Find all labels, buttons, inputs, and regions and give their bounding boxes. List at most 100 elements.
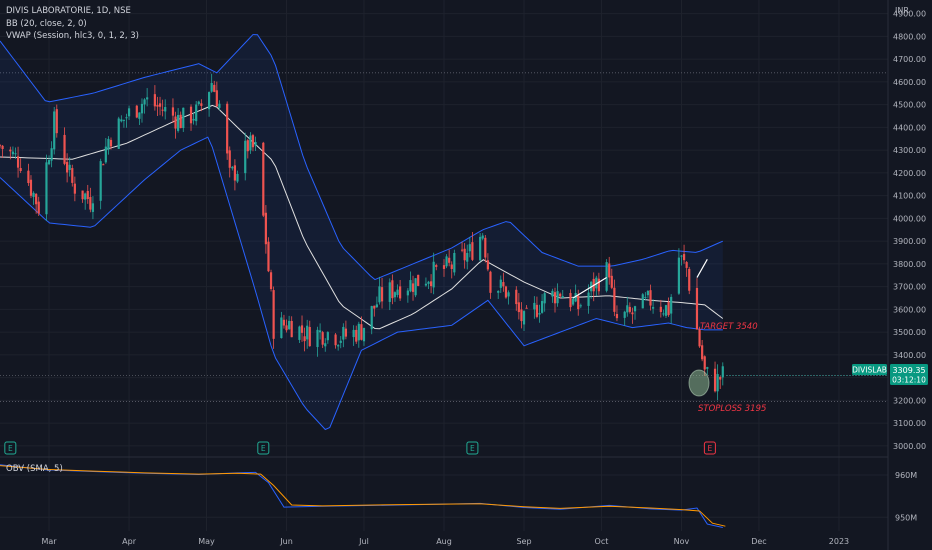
candle-down bbox=[35, 193, 38, 205]
y-tick-label: 3500.00 bbox=[893, 328, 926, 337]
candle-up bbox=[324, 343, 327, 347]
candle-up bbox=[393, 292, 397, 298]
symbol-title[interactable]: DIVIS LABORATORIE, 1D, NSE bbox=[6, 6, 131, 16]
candle-down bbox=[577, 295, 580, 310]
candle-down bbox=[713, 368, 717, 392]
candle-up bbox=[633, 306, 637, 312]
candle-up bbox=[522, 311, 526, 325]
obv-legend[interactable]: OBV (SMA, 5) bbox=[6, 464, 63, 474]
candle-up bbox=[664, 305, 668, 316]
candle-down bbox=[615, 314, 619, 319]
candle-up bbox=[357, 323, 360, 341]
candle-up bbox=[91, 203, 95, 212]
candle-up bbox=[120, 119, 123, 122]
candle-down bbox=[19, 168, 22, 172]
y-tick-label: 4600.00 bbox=[893, 78, 926, 87]
candle-up bbox=[481, 235, 484, 239]
candle-down bbox=[9, 149, 12, 152]
candle-up bbox=[197, 101, 200, 105]
candle-down bbox=[504, 286, 508, 298]
candle-up bbox=[127, 108, 131, 117]
candle-up bbox=[298, 326, 301, 340]
candle-up bbox=[210, 82, 213, 92]
candle-down bbox=[667, 301, 670, 316]
bollinger-upper-line bbox=[0, 34, 723, 281]
candle-up bbox=[218, 103, 221, 108]
candle-up bbox=[499, 279, 502, 288]
candle-up bbox=[362, 327, 366, 342]
candle-down bbox=[463, 248, 466, 261]
candle-up bbox=[662, 313, 665, 315]
candle-down bbox=[213, 84, 216, 92]
candle-down bbox=[471, 242, 474, 260]
y-tick-label: 3900.00 bbox=[893, 237, 926, 246]
candle-up bbox=[651, 307, 655, 309]
candle-down bbox=[360, 324, 363, 340]
vwap-segment bbox=[572, 277, 607, 299]
obv-line bbox=[0, 464, 723, 528]
candle-up bbox=[207, 92, 211, 110]
candle-up bbox=[143, 99, 146, 105]
vwap-lines bbox=[572, 259, 708, 299]
candle-up bbox=[316, 329, 319, 348]
candle-up bbox=[587, 292, 590, 306]
y-tick-label: 4500.00 bbox=[893, 101, 926, 110]
candle-down bbox=[525, 307, 528, 309]
candle-up bbox=[641, 294, 644, 309]
candle-up bbox=[623, 311, 626, 318]
candle-down bbox=[489, 271, 492, 293]
candle-down bbox=[290, 320, 293, 338]
candle-up bbox=[45, 162, 48, 215]
candle-down bbox=[698, 329, 701, 347]
candle-up bbox=[574, 293, 577, 302]
candle-down bbox=[701, 345, 704, 360]
candle-down bbox=[502, 282, 505, 287]
candle-down bbox=[486, 260, 489, 270]
candle-up bbox=[337, 345, 340, 347]
candle-down bbox=[16, 156, 20, 168]
indicator-legend: DIVIS LABORATORIE, 1D, NSE BB (20, close… bbox=[6, 5, 139, 43]
candle-up bbox=[231, 166, 234, 169]
candle-down bbox=[71, 168, 74, 183]
candle-down bbox=[520, 309, 523, 322]
candle-down bbox=[435, 265, 438, 267]
x-tick-label: Mar bbox=[41, 537, 57, 546]
bb-legend[interactable]: BB (20, close, 2, 0) bbox=[6, 18, 87, 29]
candle-up bbox=[561, 296, 564, 298]
x-tick-label: Dec bbox=[751, 537, 766, 546]
bollinger-fill bbox=[0, 34, 723, 430]
candle-down bbox=[267, 241, 270, 272]
candle-up bbox=[571, 298, 575, 305]
candle-down bbox=[264, 212, 267, 245]
candle-up bbox=[721, 366, 724, 378]
candle-up bbox=[644, 296, 647, 298]
candle-up bbox=[595, 277, 598, 289]
candle-down bbox=[613, 287, 616, 312]
y-tick-label: 4900.00 bbox=[893, 10, 926, 19]
price-badge-box bbox=[890, 364, 928, 385]
candle-down bbox=[559, 293, 562, 297]
y-tick-label: 3200.00 bbox=[893, 396, 926, 405]
candle-down bbox=[66, 162, 69, 173]
earnings-marker bbox=[703, 441, 716, 455]
candle-down bbox=[391, 280, 394, 299]
candle-down bbox=[450, 264, 453, 269]
candle-up bbox=[339, 340, 342, 343]
y-tick-label: 3000.00 bbox=[893, 442, 926, 451]
candle-down bbox=[569, 292, 572, 308]
earnings-marker bbox=[466, 441, 479, 455]
candle-up bbox=[53, 111, 56, 150]
candle-down bbox=[517, 302, 520, 313]
y-tick-label: 4200.00 bbox=[893, 169, 926, 178]
candle-down bbox=[484, 237, 487, 258]
candle-down bbox=[226, 103, 229, 154]
candle-up bbox=[538, 313, 541, 315]
vwap-legend[interactable]: VWAP (Session, hlc3, 0, 1, 2, 3) bbox=[6, 31, 139, 41]
candle-up bbox=[254, 141, 257, 146]
candle-down bbox=[282, 319, 286, 326]
candle-down bbox=[355, 329, 358, 342]
candle-down bbox=[695, 287, 699, 330]
candle-up bbox=[146, 97, 149, 100]
